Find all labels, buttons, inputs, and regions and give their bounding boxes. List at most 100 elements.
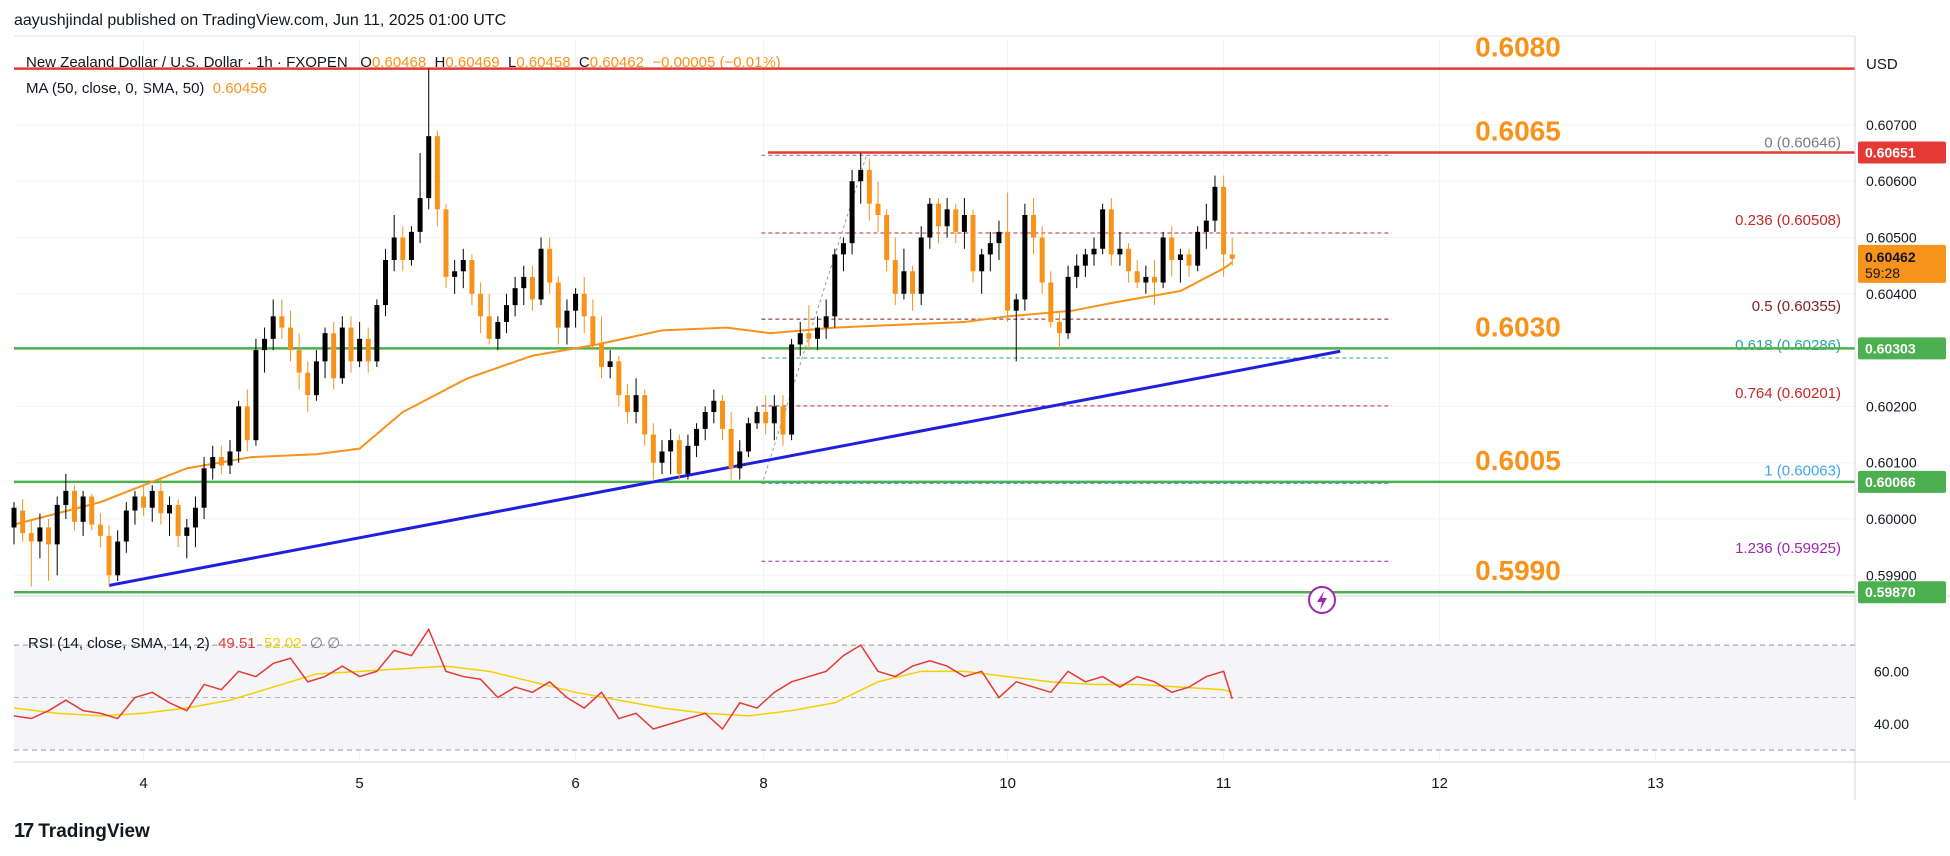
candle-body xyxy=(400,237,406,261)
candle-body xyxy=(702,412,708,429)
tradingview-logo-icon: 17 xyxy=(14,820,34,842)
rsi-tick-label: 60.00 xyxy=(1874,663,1909,679)
candles xyxy=(11,68,1235,587)
change-value: −0.00005 (−0.01%) xyxy=(652,54,781,71)
rsi-extra: ∅ ∅ xyxy=(309,635,341,652)
fib-retracement: 0 (0.60646) 0.236 (0.60508) 0.5 (0.60355) 0… xyxy=(761,134,1841,562)
candle-body xyxy=(201,468,207,508)
candle-body xyxy=(210,457,216,469)
candle-body xyxy=(383,260,389,306)
candle-body xyxy=(348,327,354,362)
grid xyxy=(14,40,1855,760)
candle-body xyxy=(339,327,345,379)
low-value: 0.60458 xyxy=(516,54,571,71)
rsi-value: 49.51 xyxy=(218,635,256,652)
candle-body xyxy=(218,457,224,466)
countdown-timer: 59:28 xyxy=(1865,265,1900,281)
candle-body xyxy=(815,327,821,339)
candle-body xyxy=(1082,254,1088,266)
candle-body xyxy=(624,395,630,413)
brand-name: TradingView xyxy=(38,820,150,842)
price-tick-label: 0.60700 xyxy=(1866,117,1917,133)
candle-body xyxy=(1229,254,1235,259)
close-value: 0.60462 xyxy=(589,54,644,71)
candle-body xyxy=(1169,237,1175,261)
tradingview-brand[interactable]: 17 TradingView xyxy=(14,820,150,843)
candle-body xyxy=(849,181,855,244)
candle-body xyxy=(192,507,198,528)
price-badge-text: 0.60651 xyxy=(1865,144,1916,160)
price-tick-label: 0.60500 xyxy=(1866,230,1917,246)
candle-body xyxy=(529,276,535,300)
open-value: 0.60468 xyxy=(371,54,427,71)
candle-body xyxy=(987,243,993,255)
price-badge xyxy=(1858,141,1946,164)
rsi-legend[interactable]: RSI (14, close, SMA, 14, 2) 49.51 52.02 … xyxy=(28,634,340,652)
candle-body xyxy=(270,316,276,339)
candle-body xyxy=(555,282,561,328)
candle-body xyxy=(1091,248,1097,255)
candle-body xyxy=(63,490,69,505)
price-tick-label: 0.60000 xyxy=(1866,511,1917,527)
candle-body xyxy=(123,510,129,542)
candle-body xyxy=(54,504,60,545)
candle-body xyxy=(11,507,17,528)
candle-body xyxy=(37,527,43,542)
candle-body xyxy=(961,214,967,232)
candle-body xyxy=(149,490,155,508)
candle-body xyxy=(71,490,77,522)
candle-body xyxy=(763,412,769,424)
symbol-name[interactable]: New Zealand Dollar / U.S. Dollar · 1h · … xyxy=(26,54,348,71)
price-badge xyxy=(1858,337,1946,360)
candle-body xyxy=(374,305,380,362)
price-badge-text: 0.60066 xyxy=(1865,474,1916,490)
sr-levels xyxy=(14,67,1855,594)
candle-body xyxy=(503,305,509,322)
candle-body xyxy=(806,333,812,339)
candle-body xyxy=(1143,276,1149,283)
candle-body xyxy=(538,248,544,300)
rsi-tick-label: 40.00 xyxy=(1874,716,1909,732)
candle-body xyxy=(313,361,319,396)
candle-body xyxy=(175,504,181,536)
fib-label-0.236: 0.236 (0.60508) xyxy=(1735,212,1841,229)
rsi-sma-value: 52.02 xyxy=(263,635,302,652)
lightning-bolt-icon xyxy=(1317,591,1327,610)
time-tick-label: 5 xyxy=(355,775,363,792)
candle-body xyxy=(434,136,440,210)
candle-body xyxy=(564,310,570,328)
candle-body xyxy=(296,350,302,373)
candle-body xyxy=(633,395,639,413)
candle-body xyxy=(1100,209,1106,249)
candle-body xyxy=(1065,276,1071,334)
close-label: C xyxy=(578,54,590,71)
level-label-0.6005: 0.6005 xyxy=(1475,445,1561,476)
candle-body xyxy=(1177,254,1183,261)
candle-body xyxy=(685,445,691,474)
fib-label-0: 0 (0.60646) xyxy=(1764,134,1841,151)
candle-body xyxy=(408,231,414,261)
candle-body xyxy=(253,350,259,441)
support-trendline xyxy=(108,349,1341,587)
candle-body xyxy=(357,338,363,362)
candle-body xyxy=(1108,209,1114,255)
ma-legend[interactable]: MA (50, close, 0, SMA, 50) 0.60456 xyxy=(26,80,267,97)
price-tick-label: 0.60600 xyxy=(1866,173,1917,189)
ma-value: 0.60456 xyxy=(212,80,267,97)
time-tick-label: 8 xyxy=(759,775,767,792)
candle-body xyxy=(227,451,233,466)
candle-body xyxy=(927,203,933,238)
rsi-series xyxy=(13,627,1233,731)
candle-body xyxy=(1126,248,1132,272)
candle-body xyxy=(287,327,293,351)
candle-body xyxy=(599,344,605,367)
candle-body xyxy=(901,271,907,294)
candle-body xyxy=(20,510,26,534)
fib-label-0.764: 0.764 (0.60201) xyxy=(1735,385,1841,402)
candle-body xyxy=(1039,237,1045,283)
currency-label[interactable]: USD xyxy=(1866,56,1898,73)
open-label: O xyxy=(360,54,372,71)
candle-body xyxy=(858,169,864,182)
candle-body xyxy=(115,541,121,576)
